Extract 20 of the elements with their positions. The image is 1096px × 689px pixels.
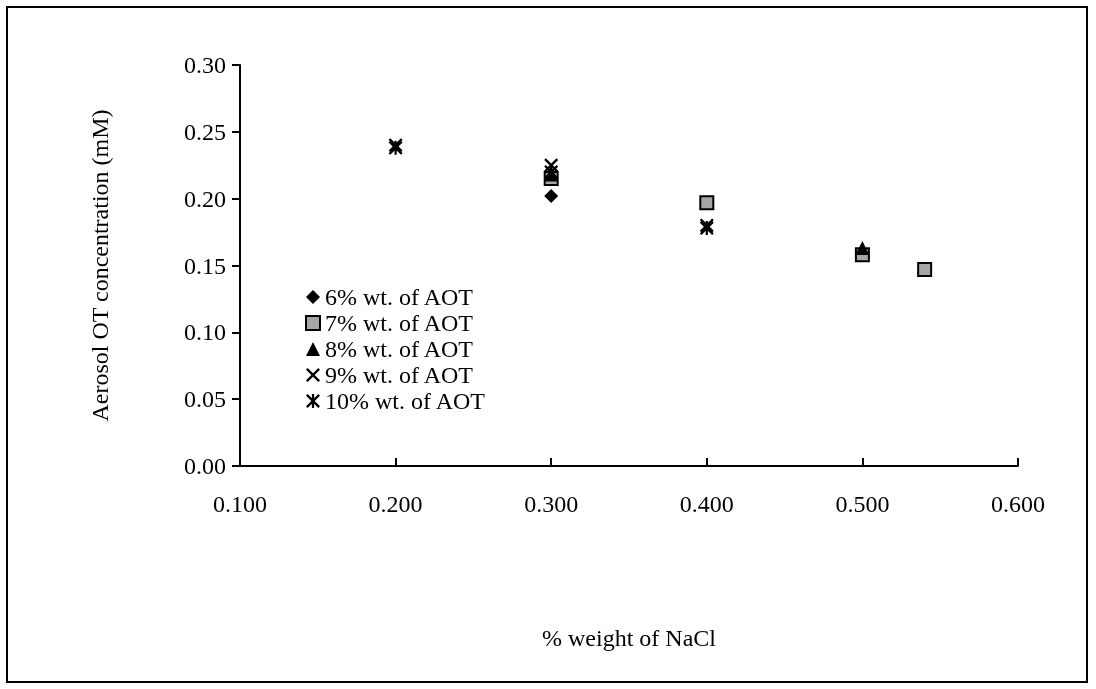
y-tick-label: 0.30 [184, 52, 226, 78]
x-tick-label: 0.200 [368, 491, 423, 517]
x-tick-label: 0.100 [213, 491, 267, 517]
legend-label: 9% wt. of AOT [325, 362, 474, 388]
y-tick-label: 0.05 [184, 386, 226, 413]
x-tick-label: 0.500 [835, 491, 890, 517]
x-tick-label: 0.300 [524, 491, 579, 517]
x-tick-label: 0.600 [991, 491, 1045, 517]
y-axis-title: Aerosol OT concentration (mM) [87, 109, 113, 422]
legend-label: 6% wt. of AOT [325, 284, 474, 310]
legend-label: 8% wt. of AOT [325, 336, 474, 362]
x-axis-title: % weight of NaCl [542, 625, 717, 651]
y-tick-label: 0.00 [184, 453, 226, 479]
legend-label: 7% wt. of AOT [325, 310, 474, 336]
y-tick-label: 0.25 [184, 118, 226, 145]
y-tick-label: 0.15 [184, 252, 226, 279]
legend-label: 10% wt. of AOT [325, 388, 486, 414]
x-tick-label: 0.400 [679, 491, 734, 517]
y-tick-label: 0.10 [184, 319, 226, 346]
y-tick-label: 0.20 [184, 185, 226, 212]
